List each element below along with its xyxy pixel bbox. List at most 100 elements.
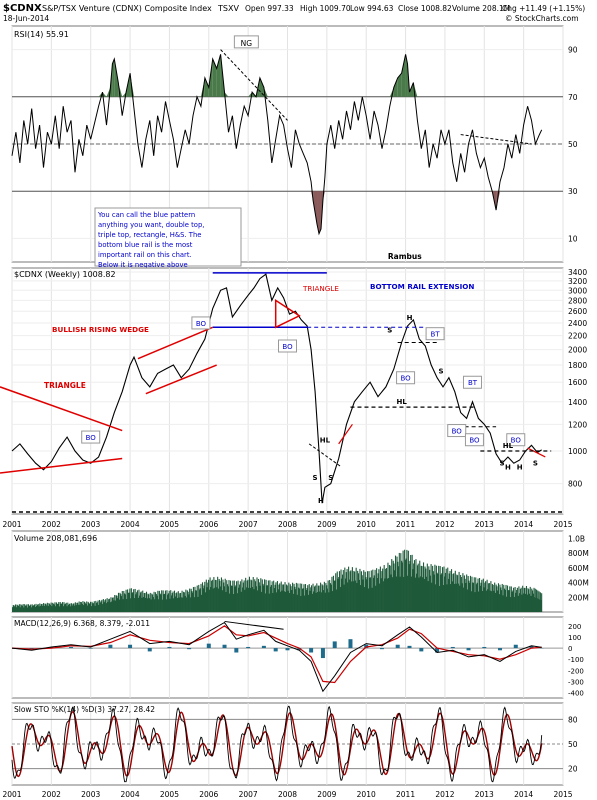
- volume-bar: [66, 606, 68, 612]
- volume-bar: [401, 562, 403, 612]
- volume-bar: [191, 591, 193, 612]
- price-x-tick-label: 2005: [160, 520, 179, 529]
- volume-bar: [497, 583, 500, 612]
- volume-bar: [373, 575, 375, 612]
- volume-bar: [375, 585, 377, 612]
- volume-tick-label: 800M: [568, 549, 589, 558]
- volume-bar: [362, 579, 364, 612]
- macd-histogram-bar: [450, 646, 455, 649]
- volume-tick-label: 400M: [568, 579, 589, 588]
- volume-bar: [115, 595, 117, 612]
- volume-bar: [455, 583, 457, 612]
- volume-bar: [355, 567, 357, 612]
- volume-bar: [261, 579, 263, 612]
- volume-bar: [89, 601, 92, 612]
- volume-bar: [181, 590, 183, 612]
- volume-bar: [148, 598, 151, 612]
- volume-bar: [327, 580, 329, 612]
- volume-bar: [422, 577, 424, 612]
- volume-bar: [472, 582, 474, 612]
- volume-bar: [105, 603, 107, 612]
- volume-tick-label: 200M: [568, 593, 589, 602]
- recent-flag-line: [527, 447, 546, 458]
- volume-bar: [382, 581, 384, 612]
- volume-bar: [539, 599, 541, 612]
- volume-bar: [403, 576, 405, 612]
- volume-bar: [257, 590, 259, 612]
- volume-bar: [212, 588, 214, 612]
- volume-bar: [534, 588, 536, 612]
- macd-histogram-bar: [234, 648, 239, 653]
- macd-histogram-bar: [297, 648, 302, 651]
- ng-trendline: [220, 49, 288, 121]
- volume-bar: [432, 565, 434, 612]
- volume-bar: [124, 594, 126, 612]
- volume-bar: [22, 604, 24, 612]
- volume-bar: [83, 605, 85, 612]
- rsi-overbought-fill: [114, 59, 119, 97]
- price-tick-label: 800: [568, 480, 583, 489]
- volume-bar: [148, 594, 150, 612]
- volume-bar: [488, 583, 490, 612]
- volume-bar: [427, 581, 429, 612]
- volume-bar: [469, 575, 472, 612]
- sto-tick-label: 80: [568, 715, 578, 724]
- volume-bar: [33, 604, 36, 612]
- volume-bar: [407, 575, 409, 612]
- macd-tick-label: -200: [568, 667, 584, 675]
- volume-bar: [137, 597, 139, 612]
- volume-bar: [180, 592, 182, 612]
- volume-bar: [87, 601, 89, 612]
- high-value: High 1009.70: [300, 4, 351, 13]
- volume-bar: [348, 579, 350, 612]
- volume-bar: [88, 603, 90, 612]
- volume-bar: [530, 595, 532, 612]
- rsi-tick-label: 90: [568, 46, 578, 55]
- volume-bar: [288, 582, 290, 612]
- volume-bar: [340, 569, 342, 612]
- price-tick-label: 1200: [568, 420, 587, 429]
- volume-bar: [135, 594, 137, 612]
- volume-bar: [261, 591, 263, 612]
- volume-bar: [298, 588, 300, 612]
- volume-bar: [481, 579, 483, 612]
- volume-bar: [20, 604, 22, 612]
- volume-bar: [537, 590, 539, 612]
- volume-bar: [248, 587, 250, 612]
- volume-bar: [151, 593, 153, 612]
- chart-header: $CDNX S&P/TSX Venture (CDNX) Composite I…: [3, 3, 585, 23]
- volume-bar: [413, 563, 415, 612]
- volume-bar: [440, 574, 442, 612]
- volume-bar: [302, 588, 304, 612]
- volume-bar: [228, 580, 230, 612]
- volume-bar: [341, 578, 343, 612]
- volume-bar: [226, 580, 228, 612]
- volume-bar: [40, 605, 42, 612]
- volume-bar: [239, 581, 241, 612]
- volume-bar: [250, 579, 252, 612]
- volume-bar: [514, 587, 516, 612]
- volume-bar: [67, 602, 69, 612]
- sto-x-tick-label: 2005: [160, 790, 179, 799]
- volume-bar: [454, 570, 456, 612]
- volume-bar: [239, 584, 241, 612]
- volume-bar: [467, 576, 469, 612]
- volume-bar: [235, 585, 237, 612]
- volume-bar: [142, 590, 144, 612]
- rsi-overbought-fill: [259, 77, 264, 97]
- volume-bar: [432, 571, 434, 612]
- volume-bar: [277, 589, 279, 612]
- volume-bar: [450, 569, 453, 612]
- volume-bar: [225, 591, 227, 612]
- volume-bar: [538, 591, 540, 612]
- volume-bar: [198, 584, 200, 612]
- volume-bar: [72, 603, 74, 612]
- volume-bar: [322, 585, 324, 612]
- volume-bar: [520, 587, 522, 612]
- volume-bar: [15, 607, 17, 612]
- volume-bar: [59, 602, 61, 612]
- volume-bar: [187, 591, 189, 612]
- volume-bar: [242, 582, 244, 612]
- volume-bar: [211, 579, 213, 612]
- volume-bar: [286, 585, 288, 612]
